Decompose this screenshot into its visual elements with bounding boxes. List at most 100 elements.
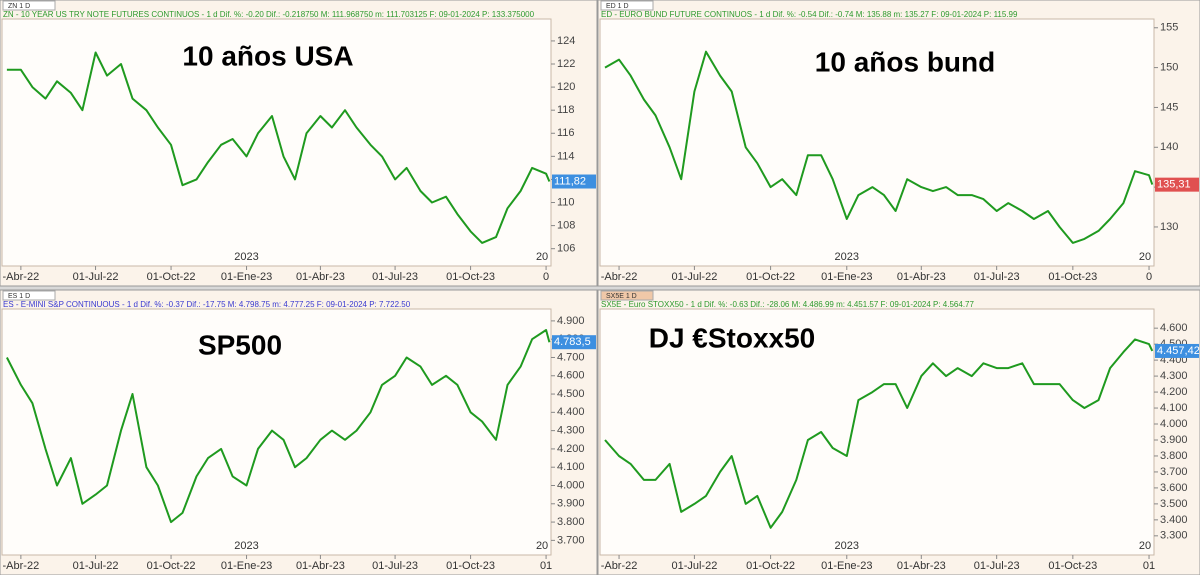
y-tick-label: 150 xyxy=(1160,62,1178,74)
x-tick-label: 01-Jul-23 xyxy=(974,271,1020,283)
x-tick-label: 01-Oct-23 xyxy=(446,271,495,283)
y-tick-label: 118 xyxy=(557,104,575,116)
x-tick-label: 0 xyxy=(1146,271,1152,283)
y-tick-label: 3.400 xyxy=(1160,514,1188,526)
header: ES - E-MINI S&P CONTINUOUS - 1 d Dif. %:… xyxy=(3,300,411,309)
y-tick-label: 4.400 xyxy=(557,406,585,418)
y-tick-label: 3.600 xyxy=(1160,482,1188,494)
tab-label: ES 1 D xyxy=(8,293,30,300)
y-tick-label: 140 xyxy=(1160,141,1178,153)
x-tick-label: 01-Abr-23 xyxy=(897,271,946,283)
tab xyxy=(2,0,56,11)
x-tick-label: 01-Abr-23 xyxy=(897,560,946,572)
year-label: 20 xyxy=(1139,251,1151,263)
x-tick-label: 01-Jul-22 xyxy=(671,271,717,283)
x-tick-label: 01-Oct-22 xyxy=(147,271,196,283)
y-tick-label: 4.200 xyxy=(1160,386,1188,398)
last-price-box xyxy=(552,335,596,350)
y-tick-label: 3.900 xyxy=(557,498,585,510)
last-price-box xyxy=(1155,343,1199,358)
x-tick-label: 01-Oct-23 xyxy=(446,560,495,572)
tab xyxy=(2,290,56,301)
y-tick-label: 116 xyxy=(557,127,575,139)
x-tick-label: -Abr-22 xyxy=(3,560,40,572)
y-tick-label: 4.300 xyxy=(557,425,585,437)
x-tick-label: 01-Jul-22 xyxy=(73,560,119,572)
tab-label: SX5E 1 D xyxy=(606,293,637,300)
y-tick-label: 4.900 xyxy=(557,315,585,327)
x-tick-label: 01-Oct-22 xyxy=(746,560,795,572)
header: SX5E - Euro STOXX50 - 1 d Dif. %: -0.63 … xyxy=(601,300,974,309)
y-tick-label: 3.700 xyxy=(1160,466,1188,478)
year-label: 2023 xyxy=(234,251,258,263)
year-label: 2023 xyxy=(234,540,258,552)
plot-area xyxy=(1,308,552,556)
year-label: 2023 xyxy=(835,251,859,263)
year-label: 2023 xyxy=(835,540,859,552)
tab xyxy=(600,290,654,301)
price-line xyxy=(604,338,1154,529)
y-tick-label: 155 xyxy=(1160,22,1178,34)
y-tick-label: 114 xyxy=(557,150,575,162)
y-tick-label: 4.500 xyxy=(557,388,585,400)
x-tick-label: 01-Jul-23 xyxy=(372,560,418,572)
x-tick-label: -Abr-22 xyxy=(601,560,638,572)
x-tick-label: 01-Oct-22 xyxy=(147,560,196,572)
x-tick-label: 01-Abr-23 xyxy=(296,271,345,283)
y-tick-label: 106 xyxy=(557,243,575,255)
x-tick-label: -Abr-22 xyxy=(3,271,40,283)
year-label: 20 xyxy=(536,251,548,263)
y-tick-label: 4.700 xyxy=(557,351,585,363)
y-tick-label: 4.600 xyxy=(1160,322,1188,334)
y-tick-label: 124 xyxy=(557,35,575,47)
x-tick-label: 01-Ene-23 xyxy=(821,560,872,572)
last-price-box xyxy=(552,174,596,189)
y-tick-label: 120 xyxy=(557,81,575,93)
year-label: 20 xyxy=(536,540,548,552)
plot-area xyxy=(599,18,1155,267)
tab xyxy=(600,0,654,11)
x-tick-label: 01-Jul-22 xyxy=(73,271,119,283)
last-price-label: 4.457,42 xyxy=(1157,345,1200,357)
last-price-label: 135,31 xyxy=(1157,179,1191,191)
year-label: 20 xyxy=(1139,540,1151,552)
plot-area xyxy=(599,308,1155,556)
x-tick-label: 0 xyxy=(543,271,549,283)
tab-label: ED 1 D xyxy=(606,3,629,10)
last-price-label: 111,82 xyxy=(554,175,586,187)
x-tick-label: 01-Ene-23 xyxy=(821,271,872,283)
header: ZN - 10 YEAR US TRY NOTE FUTURES CONTINU… xyxy=(3,10,535,19)
y-tick-label: 4.600 xyxy=(557,370,585,382)
last-price-box xyxy=(1155,177,1199,192)
y-tick-label: 130 xyxy=(1160,221,1178,233)
x-tick-label: 01-Ene-23 xyxy=(221,560,272,572)
y-tick-label: 122 xyxy=(557,58,575,70)
y-tick-label: 108 xyxy=(557,220,575,232)
y-tick-label: 4.100 xyxy=(557,461,585,473)
x-tick-label: 01 xyxy=(540,560,552,572)
chart-title: SP500 xyxy=(198,329,282,360)
chart-title: DJ €Stoxx50 xyxy=(649,322,816,353)
x-tick-label: 01-Ene-23 xyxy=(221,271,272,283)
x-tick-label: 01-Oct-22 xyxy=(746,271,795,283)
chart-title: 10 años bund xyxy=(815,46,995,77)
header: ED - EURO BUND FUTURE CONTINUOS - 1 d Di… xyxy=(601,10,1018,19)
x-tick-label: -Abr-22 xyxy=(601,271,638,283)
price-line xyxy=(6,51,551,244)
y-tick-label: 4.200 xyxy=(557,443,585,455)
price-line xyxy=(6,329,551,524)
y-tick-label: 3.500 xyxy=(1160,498,1188,510)
y-tick-label: 110 xyxy=(557,196,575,208)
x-tick-label: 01-Abr-23 xyxy=(296,560,345,572)
y-tick-label: 3.800 xyxy=(1160,450,1188,462)
y-tick-label: 4.000 xyxy=(557,479,585,491)
y-tick-label: 3.900 xyxy=(1160,434,1188,446)
y-tick-label: 3.800 xyxy=(557,516,585,528)
x-tick-label: 01-Oct-23 xyxy=(1048,271,1097,283)
x-tick-label: 01-Jul-23 xyxy=(372,271,418,283)
y-tick-label: 4.000 xyxy=(1160,418,1188,430)
tab-label: ZN 1 D xyxy=(8,3,30,10)
x-tick-label: 01 xyxy=(1143,560,1155,572)
x-tick-label: 01-Oct-23 xyxy=(1048,560,1097,572)
